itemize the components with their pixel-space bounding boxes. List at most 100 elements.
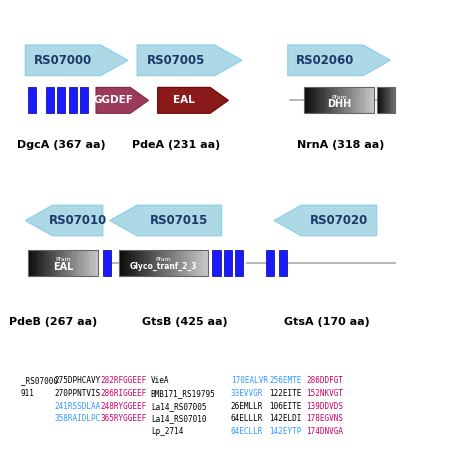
Text: RS07000: RS07000	[34, 54, 92, 67]
Bar	[372, 87, 374, 113]
Text: GtsA (170 aa): GtsA (170 aa)	[283, 317, 369, 327]
FancyBboxPatch shape	[27, 87, 36, 113]
Bar	[27, 250, 30, 276]
Text: 241RSSDLAA: 241RSSDLAA	[55, 401, 101, 410]
Bar	[329, 87, 332, 113]
Bar	[91, 250, 93, 276]
Bar	[155, 250, 157, 276]
Bar	[54, 250, 56, 276]
Text: Pfam: Pfam	[55, 257, 71, 262]
FancyBboxPatch shape	[57, 87, 65, 113]
Text: 270PPNTVIS: 270PPNTVIS	[55, 389, 101, 398]
Text: 64ECLLR: 64ECLLR	[231, 427, 263, 436]
Bar	[70, 250, 73, 276]
Bar	[386, 87, 388, 113]
Text: RS07005: RS07005	[147, 54, 205, 67]
Text: 275DPHCAVY: 275DPHCAVY	[55, 376, 101, 385]
Bar	[382, 87, 384, 113]
Bar	[193, 250, 196, 276]
Text: GGDEF: GGDEF	[93, 95, 133, 105]
Bar	[304, 87, 374, 113]
Text: 152NKVGT: 152NKVGT	[306, 389, 343, 398]
FancyBboxPatch shape	[46, 87, 54, 113]
Bar	[358, 87, 360, 113]
Bar	[80, 250, 82, 276]
Bar	[311, 87, 313, 113]
Bar	[325, 87, 327, 113]
Bar	[30, 250, 32, 276]
Text: 286DDFGT: 286DDFGT	[306, 376, 343, 385]
Bar	[44, 250, 46, 276]
Text: 365RYGGEEF: 365RYGGEEF	[100, 414, 147, 423]
Text: 178EGVNS: 178EGVNS	[306, 414, 343, 423]
Bar	[190, 250, 193, 276]
Bar	[119, 250, 122, 276]
Text: 64ELLLR: 64ELLLR	[231, 414, 263, 423]
Bar	[181, 250, 184, 276]
Polygon shape	[137, 45, 242, 76]
Text: BMB171_RS19795: BMB171_RS19795	[151, 389, 216, 398]
Bar	[365, 87, 367, 113]
Bar	[63, 250, 65, 276]
Bar	[360, 87, 363, 113]
Text: NrnA (318 aa): NrnA (318 aa)	[297, 140, 384, 150]
Text: 248RYGGEEF: 248RYGGEEF	[100, 401, 147, 410]
Bar	[61, 250, 63, 276]
Bar	[341, 87, 344, 113]
Text: 170EALVR: 170EALVR	[231, 376, 268, 385]
Polygon shape	[25, 205, 103, 236]
Bar	[323, 87, 325, 113]
FancyBboxPatch shape	[69, 87, 77, 113]
Bar	[318, 87, 320, 113]
Text: 142ELDI: 142ELDI	[270, 414, 302, 423]
Polygon shape	[25, 45, 128, 76]
Bar	[56, 250, 58, 276]
Text: EAL: EAL	[173, 95, 195, 105]
Bar	[337, 87, 339, 113]
Bar	[128, 250, 131, 276]
Bar	[390, 87, 392, 113]
Text: _RS07000: _RS07000	[21, 376, 58, 385]
Text: 174DNVGA: 174DNVGA	[306, 427, 343, 436]
Text: PdeB (267 aa): PdeB (267 aa)	[9, 317, 97, 327]
Bar	[205, 250, 208, 276]
Bar	[32, 250, 35, 276]
Bar	[327, 87, 329, 113]
Bar	[172, 250, 175, 276]
Bar	[35, 250, 37, 276]
Bar	[134, 250, 137, 276]
Polygon shape	[158, 87, 228, 113]
Text: RS07010: RS07010	[49, 214, 107, 227]
Text: 286RIGGEEF: 286RIGGEEF	[100, 389, 147, 398]
Text: VieA: VieA	[151, 376, 169, 385]
Bar	[96, 250, 98, 276]
Text: RS07015: RS07015	[150, 214, 209, 227]
Bar	[196, 250, 199, 276]
Bar	[339, 87, 341, 113]
Bar	[46, 250, 49, 276]
FancyBboxPatch shape	[224, 250, 232, 276]
Bar	[166, 250, 169, 276]
Bar	[381, 87, 382, 113]
Bar	[137, 250, 140, 276]
Bar	[363, 87, 365, 113]
Bar	[187, 250, 190, 276]
Text: 282RFGGEEF: 282RFGGEEF	[100, 376, 147, 385]
Bar	[377, 87, 379, 113]
Bar	[148, 250, 152, 276]
Bar	[131, 250, 134, 276]
Bar	[49, 250, 51, 276]
Bar	[27, 250, 98, 276]
Bar	[68, 250, 70, 276]
Bar	[65, 250, 68, 276]
Bar	[37, 250, 39, 276]
Bar	[393, 87, 395, 113]
Bar	[202, 250, 205, 276]
Text: 142EYTP: 142EYTP	[270, 427, 302, 436]
Bar	[316, 87, 318, 113]
FancyBboxPatch shape	[80, 87, 88, 113]
Bar	[73, 250, 75, 276]
Polygon shape	[288, 45, 391, 76]
Bar	[304, 87, 306, 113]
Bar	[75, 250, 77, 276]
